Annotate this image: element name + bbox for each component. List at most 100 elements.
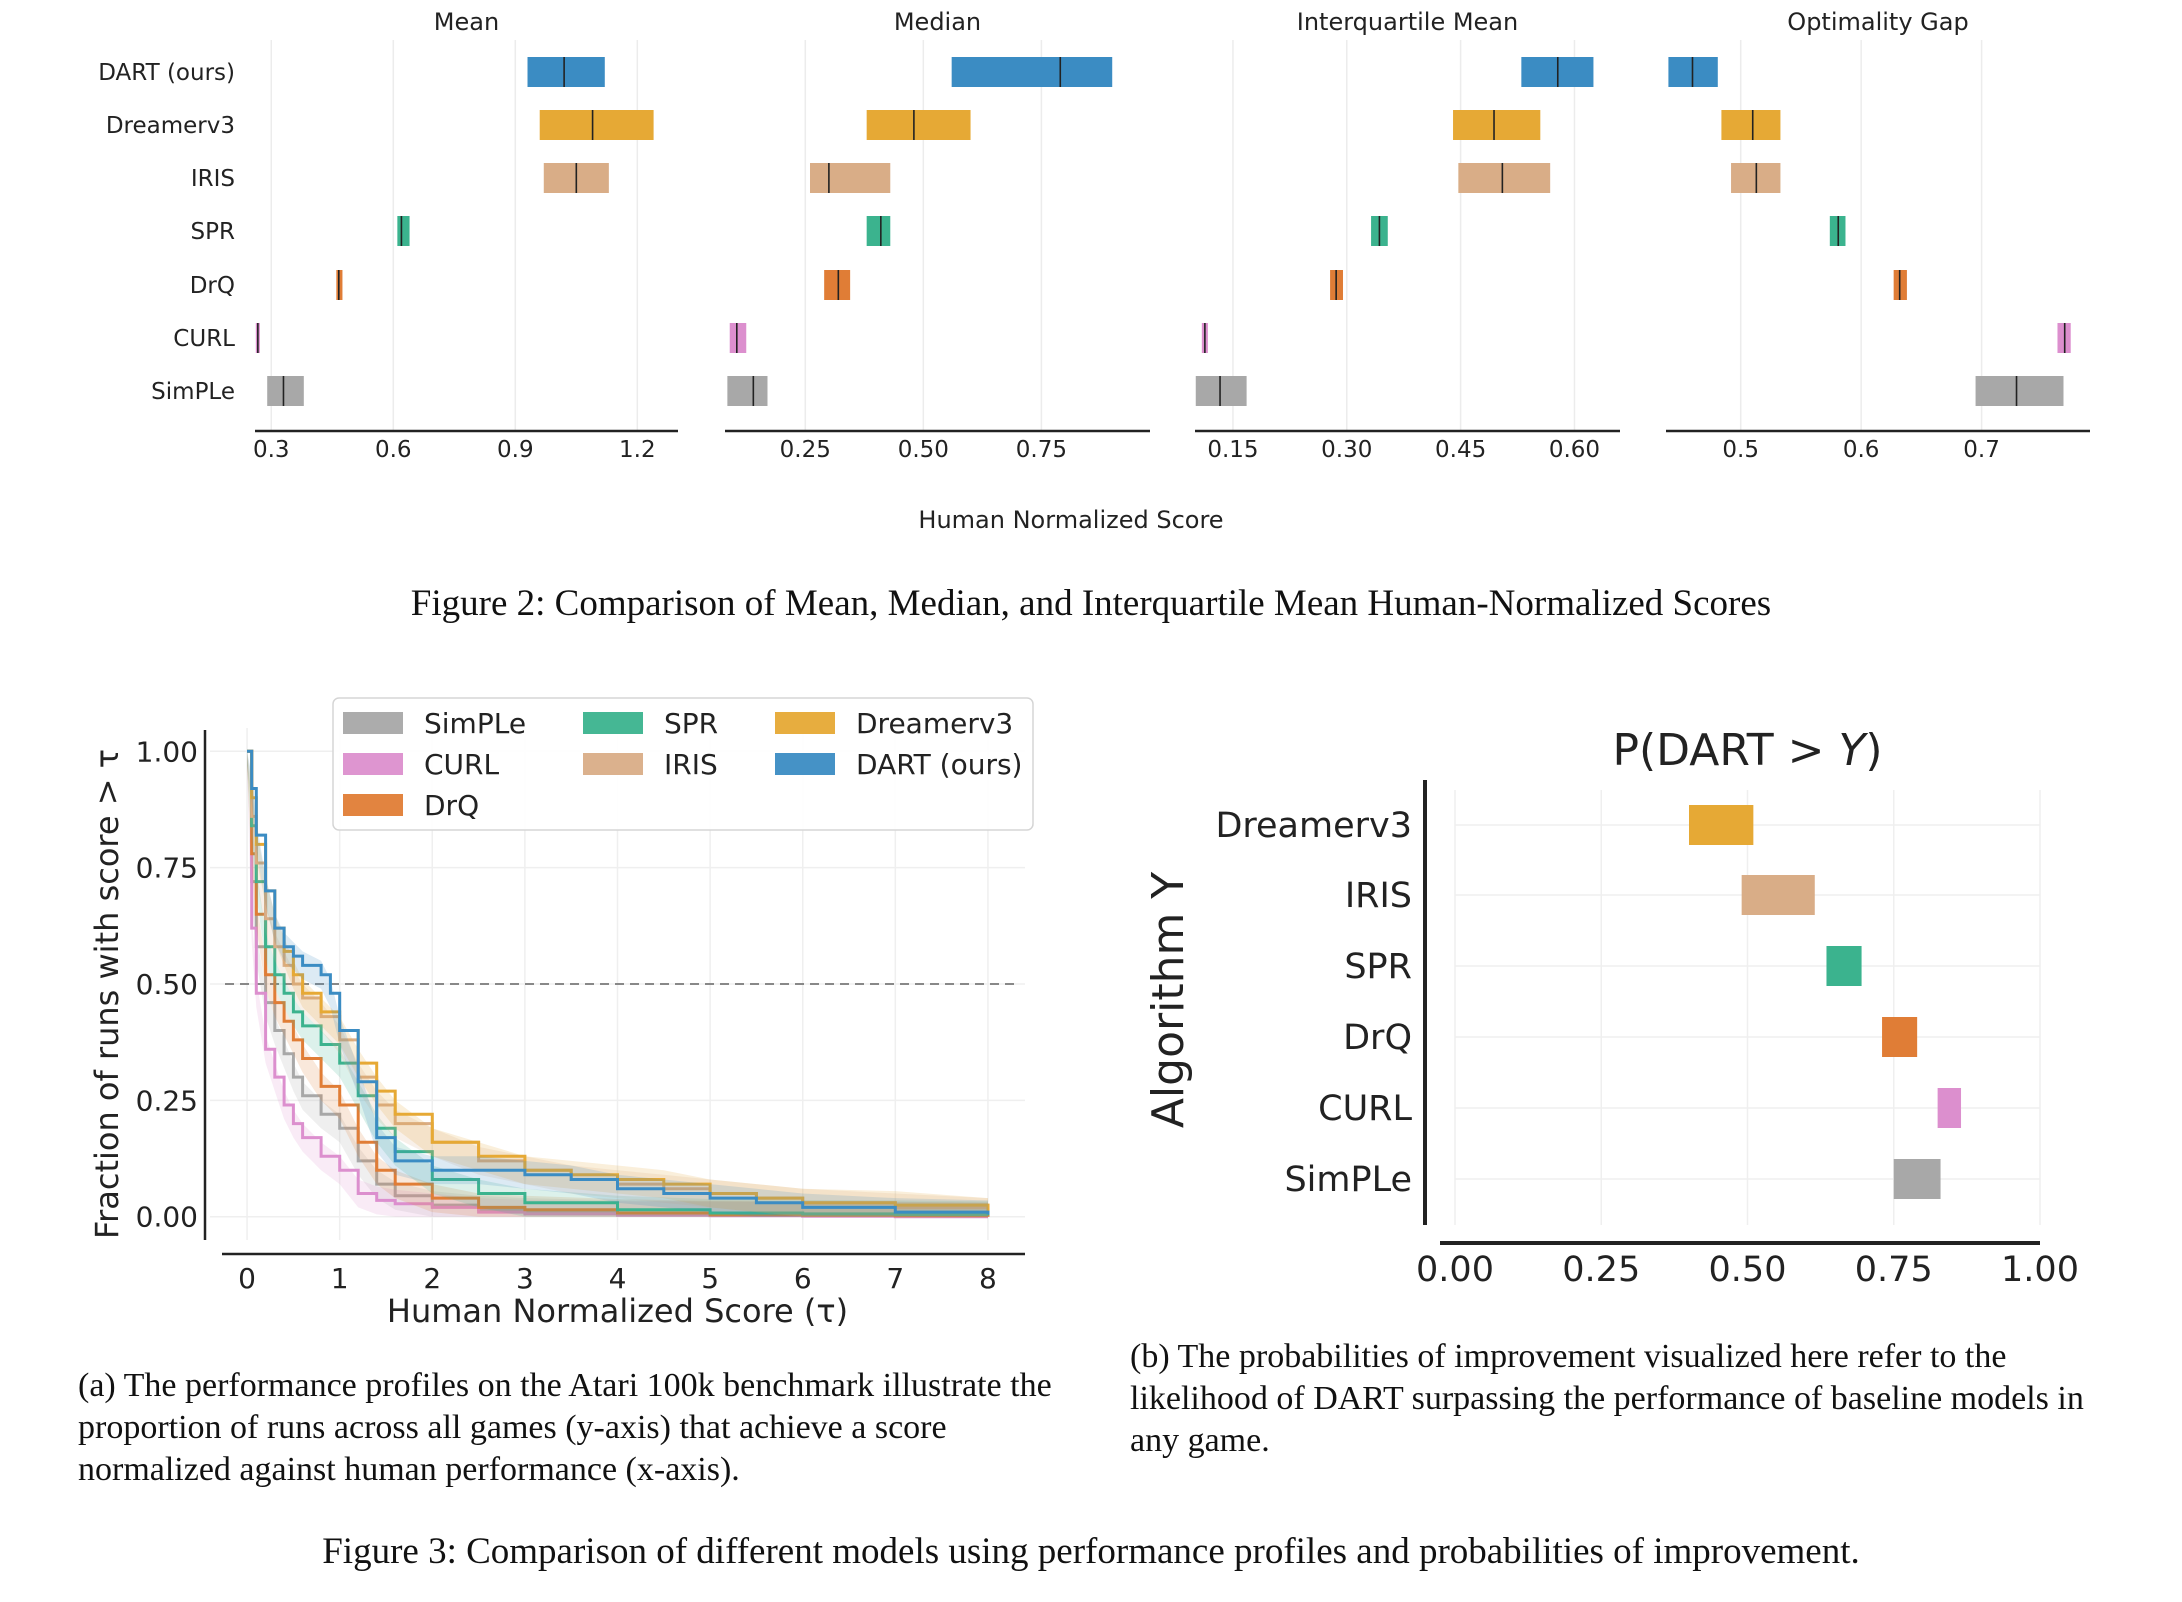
x-axis-label: Human Normalized Score (τ) (387, 1292, 848, 1330)
profile-line (247, 749, 990, 1215)
legend-box (332, 697, 1034, 831)
x-tick-label: 4 (609, 1262, 627, 1295)
panel-title: Interquartile Mean (1297, 8, 1518, 36)
probability-of-improvement-chart: P(DART > Y) Dreamerv3 IRIS SPR DrQ CURL SimPLe… (1143, 725, 2079, 1290)
y-tick-label: 0.50 (136, 968, 198, 1001)
algorithm-label: SimPLe (151, 379, 235, 405)
y-axis-label: Algorithm Y (1143, 872, 1194, 1128)
legend-label: DrQ (424, 789, 479, 822)
interval-bar (824, 270, 851, 300)
legend-label: CURL (424, 748, 500, 781)
y-axis-label: Fraction of runs with score > τ (88, 749, 126, 1239)
chart-title: P(DART > Y) (1612, 725, 1882, 776)
performance-profile-chart: 0 1 2 3 4 5 6 7 8 0.00 0.25 0.50 0.75 1.00 Human Norma… (88, 697, 1034, 1330)
x-tick-label: 0.30 (1321, 437, 1372, 463)
x-tick-label: 2 (423, 1262, 441, 1295)
legend-label: IRIS (664, 748, 718, 781)
interval-bar (527, 57, 605, 87)
title-variable: Y (1838, 725, 1868, 776)
x-tick-label: 0.6 (1843, 437, 1880, 463)
legend-label: SPR (664, 707, 718, 740)
legend-swatch (343, 753, 403, 775)
probability-bar (1826, 946, 1862, 986)
legend-label: SimPLe (424, 707, 526, 740)
x-tick-label: 0.6 (375, 437, 412, 463)
legend: SimPLe SPR Dreamerv3 CURL IRIS DART (ours) DrQ (332, 697, 1034, 831)
x-tick-label: 0 (238, 1262, 256, 1295)
interval-bar (397, 216, 410, 246)
algorithm-label: IRIS (191, 166, 235, 192)
interval-bar (539, 110, 654, 140)
algorithm-label: Dreamerv3 (1215, 806, 1412, 846)
x-tick-label: 1 (331, 1262, 349, 1295)
legend-swatch (775, 753, 835, 775)
x-tick-label: 0.50 (898, 437, 949, 463)
interval-bar (267, 376, 304, 406)
interval-bar (866, 110, 971, 140)
title-suffix: ) (1865, 725, 1882, 776)
x-tick-label: 0.75 (1855, 1250, 1933, 1290)
probability-bar (1937, 1088, 1962, 1128)
probability-bar (1882, 1017, 1918, 1057)
x-tick-label: 0.25 (1562, 1250, 1640, 1290)
title-prefix: P(DART > (1612, 725, 1838, 776)
y-tick-label: 0.75 (136, 852, 198, 885)
interval-panel: Optimality Gap 0.5 0.6 0.7 (1666, 8, 2090, 463)
panel-title: Mean (434, 8, 499, 36)
x-tick-label: 1.00 (2001, 1250, 2079, 1290)
panel-title: Median (894, 8, 981, 36)
x-tick-label: 0.00 (1416, 1250, 1494, 1290)
interval-bar (1721, 110, 1781, 140)
figure-3b-caption: (b) The probabilities of improvement vis… (1130, 1338, 2084, 1459)
interval-bar (727, 376, 768, 406)
legend-swatch (583, 712, 643, 734)
legend-label: DART (ours) (856, 748, 1022, 781)
interval-bar (866, 216, 891, 246)
x-tick-label: 0.3 (253, 437, 290, 463)
x-tick-label: 0.45 (1435, 437, 1486, 463)
algorithm-label: DrQ (1343, 1018, 1412, 1058)
interval-bar (810, 163, 891, 193)
algorithm-label: DART (ours) (98, 60, 235, 86)
profile-line (247, 749, 988, 1219)
algorithm-label: SPR (1344, 947, 1412, 987)
figure-2-x-axis-label: Human Normalized Score (918, 506, 1223, 534)
legend-swatch (583, 753, 643, 775)
probability-bar (1689, 805, 1754, 845)
probability-bar (1741, 875, 1815, 915)
figure-2-caption: Figure 2: Comparison of Mean, Median, an… (410, 583, 1772, 624)
figure-3a-caption: (a) The performance profiles on the Atar… (78, 1367, 1052, 1488)
interval-bar (1453, 110, 1541, 140)
legend-swatch (343, 712, 403, 734)
legend-label: Dreamerv3 (856, 707, 1013, 740)
interval-bar (1458, 163, 1551, 193)
x-tick-label: 3 (516, 1262, 534, 1295)
x-tick-label: 8 (979, 1262, 997, 1295)
interval-bar (951, 57, 1113, 87)
interval-bar (729, 323, 747, 353)
x-tick-label: 0.60 (1549, 437, 1600, 463)
x-tick-label: 0.75 (1016, 437, 1067, 463)
x-tick-label: 0.50 (1709, 1250, 1787, 1290)
algorithm-label: Dreamerv3 (106, 113, 235, 139)
y-tick-label: 0.25 (136, 1084, 198, 1117)
figure-3-caption: Figure 3: Comparison of different models… (322, 1531, 1860, 1572)
algorithm-label: DrQ (190, 273, 235, 299)
x-tick-label: 0.5 (1722, 437, 1759, 463)
y-tick-label: 0.00 (136, 1201, 198, 1234)
confidence-band (247, 751, 988, 1217)
interval-panel: Median 0.25 0.50 0.75 (725, 8, 1150, 463)
x-tick-label: 1.2 (619, 437, 656, 463)
interval-bar (1975, 376, 2064, 406)
interval-panel: Interquartile Mean 0.15 0.30 0.45 0.60 (1195, 8, 1620, 463)
x-tick-label: 6 (794, 1262, 812, 1295)
legend-swatch (343, 794, 403, 816)
algorithm-label: SPR (191, 219, 235, 245)
x-tick-label: 7 (886, 1262, 904, 1295)
x-tick-label: 5 (701, 1262, 719, 1295)
profile-line (247, 749, 990, 1216)
algorithm-label: CURL (1318, 1089, 1412, 1129)
algorithm-label: CURL (173, 326, 235, 352)
probability-bar (1893, 1159, 1941, 1199)
